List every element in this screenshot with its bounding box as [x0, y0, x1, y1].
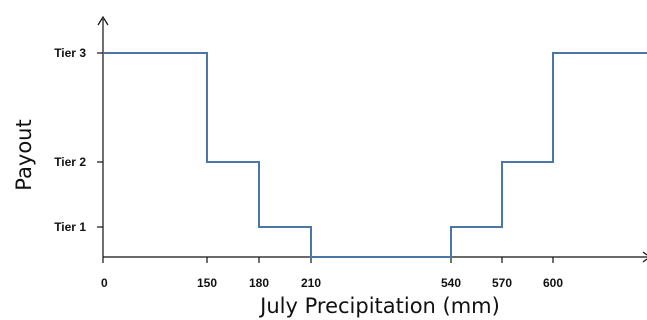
- x-tick-label: 570: [492, 276, 512, 290]
- payout-step-line: [103, 52, 647, 258]
- x-tick-label: 210: [301, 276, 321, 290]
- y-tick-label: Tier 3: [54, 46, 86, 60]
- x-tick-label: 540: [441, 276, 461, 290]
- series-layer: [103, 52, 647, 258]
- x-axis-title: July Precipitation (mm): [258, 294, 500, 318]
- y-tick-label: Tier 1: [54, 220, 86, 234]
- x-axis-arrow-lower: [642, 258, 647, 263]
- x-tick-label: 600: [543, 276, 563, 290]
- x-axis-arrow: [642, 251, 647, 256]
- y-tick-label: Tier 2: [54, 155, 86, 169]
- y-axis-title: Payout: [12, 119, 36, 190]
- x-tick-label: 150: [197, 276, 217, 290]
- ticks: Tier 1 Tier 2 Tier 3 0 150 180 210 540 570 600: [54, 46, 563, 290]
- x-tick-label: 180: [249, 276, 269, 290]
- x-tick-label: 0: [101, 276, 108, 290]
- y-axis-arrow: [97, 15, 109, 26]
